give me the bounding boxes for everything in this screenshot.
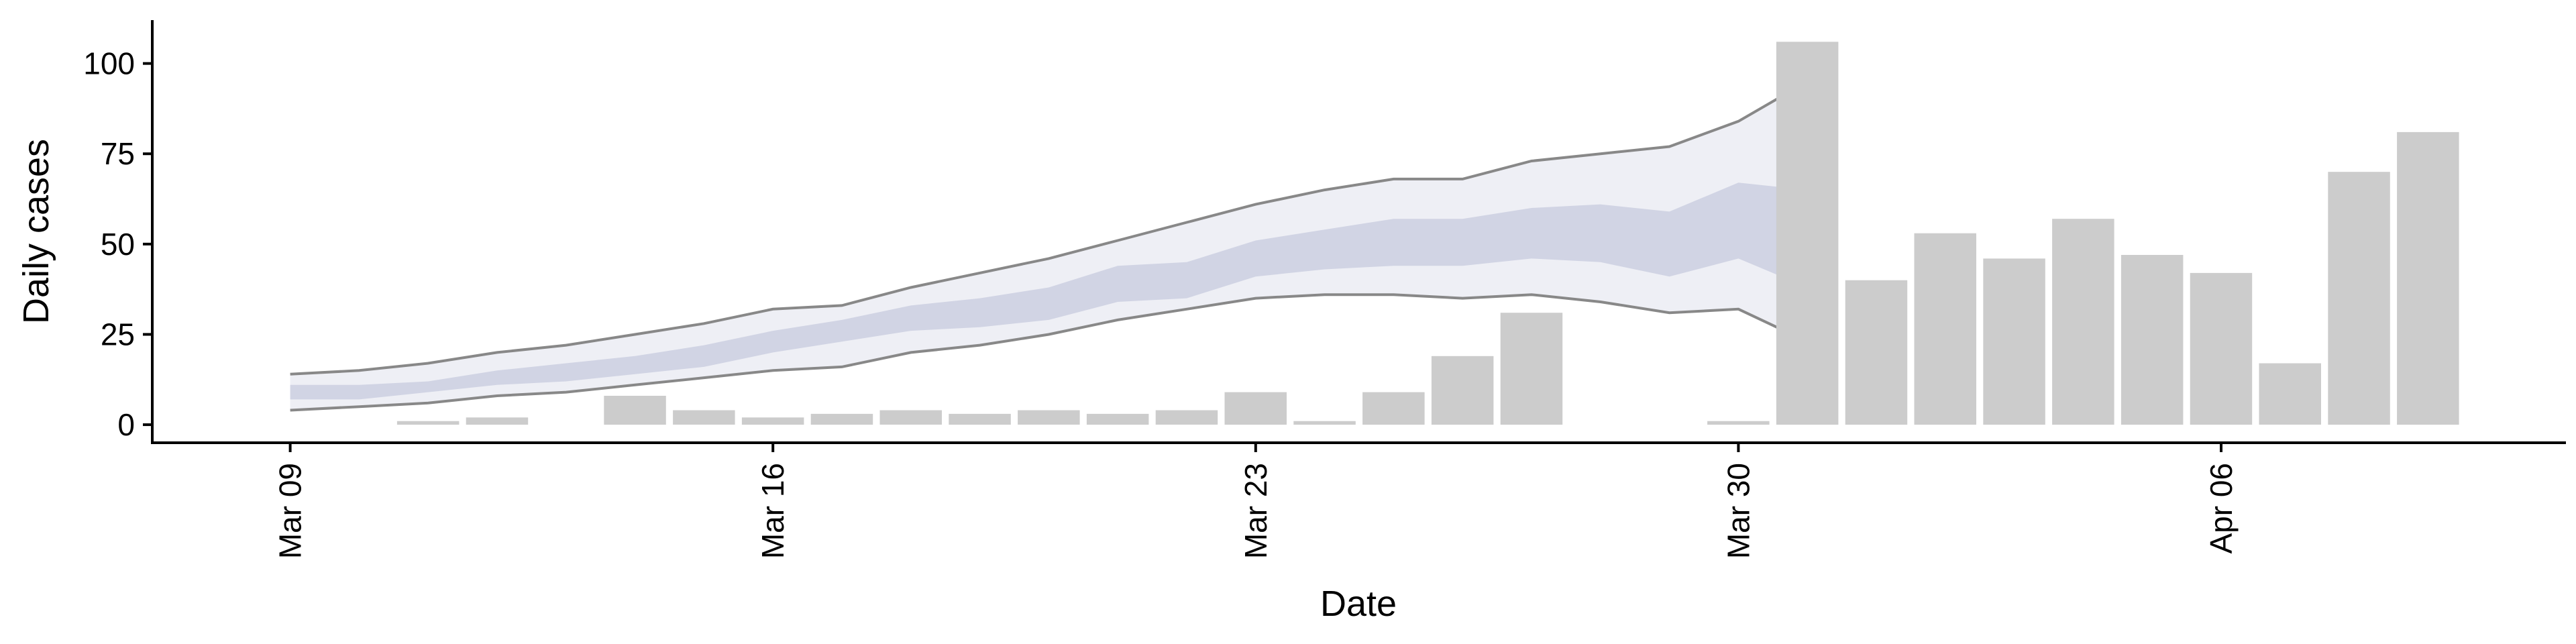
- y-tick-label: 50: [101, 227, 135, 262]
- bar-2020-03-24: [1293, 421, 1356, 425]
- y-tick-label: 75: [101, 136, 135, 171]
- bar-2020-04-08: [2328, 172, 2390, 425]
- bar-2020-04-07: [2259, 363, 2321, 425]
- y-axis-ticks: 0 25 50 75 100: [83, 46, 152, 442]
- y-tick-label: 100: [83, 46, 135, 81]
- daily-case-bars: [396, 42, 2459, 425]
- x-tick-label: Mar 30: [1721, 463, 1756, 559]
- bar-2020-04-09: [2397, 131, 2459, 425]
- x-axis-title: Date: [1320, 584, 1397, 624]
- bar-2020-03-14: [604, 396, 666, 425]
- bar-2020-04-02: [1914, 233, 1976, 425]
- x-tick-label: Apr 06: [2204, 463, 2239, 554]
- bar-2020-04-03: [1983, 258, 2045, 425]
- bar-2020-04-06: [2190, 272, 2253, 425]
- bar-2020-03-21: [1086, 413, 1149, 425]
- bar-2020-03-31: [1776, 42, 1839, 425]
- estimate-bands: [290, 80, 1809, 412]
- bar-2020-03-30: [1707, 421, 1770, 425]
- bar-2020-03-19: [949, 413, 1011, 425]
- y-tick-label: 0: [117, 407, 135, 442]
- bar-2020-04-01: [1845, 280, 1908, 425]
- x-axis-ticks: Mar 09 Mar 16 Mar 23 Mar 30 Apr 06: [273, 443, 2239, 559]
- bar-2020-03-16: [741, 417, 804, 425]
- bar-2020-03-18: [879, 410, 942, 425]
- bar-2020-03-15: [673, 410, 735, 425]
- bar-2020-04-04: [2052, 219, 2114, 425]
- y-tick-label: 25: [101, 317, 135, 352]
- bar-2020-03-11: [396, 421, 460, 425]
- axes: [151, 20, 2566, 444]
- y-axis-title: Daily cases: [16, 139, 56, 324]
- bar-2020-03-27: [1500, 313, 1563, 425]
- x-tick-label: Mar 23: [1238, 463, 1273, 559]
- bar-2020-03-22: [1155, 410, 1218, 425]
- x-tick-label: Mar 09: [273, 463, 308, 559]
- bar-2020-03-25: [1362, 392, 1425, 425]
- outer-upper-line: [290, 80, 1809, 376]
- bar-2020-03-26: [1431, 356, 1494, 425]
- bar-2020-03-20: [1018, 410, 1080, 425]
- bar-2020-03-12: [466, 417, 529, 425]
- outer-lower-line: [290, 293, 1809, 412]
- x-tick-label: Mar 16: [755, 463, 790, 559]
- bar-2020-04-05: [2121, 255, 2184, 425]
- inner-interval-band: [290, 182, 1808, 400]
- bar-2020-03-23: [1224, 392, 1287, 425]
- bar-2020-03-17: [810, 413, 873, 425]
